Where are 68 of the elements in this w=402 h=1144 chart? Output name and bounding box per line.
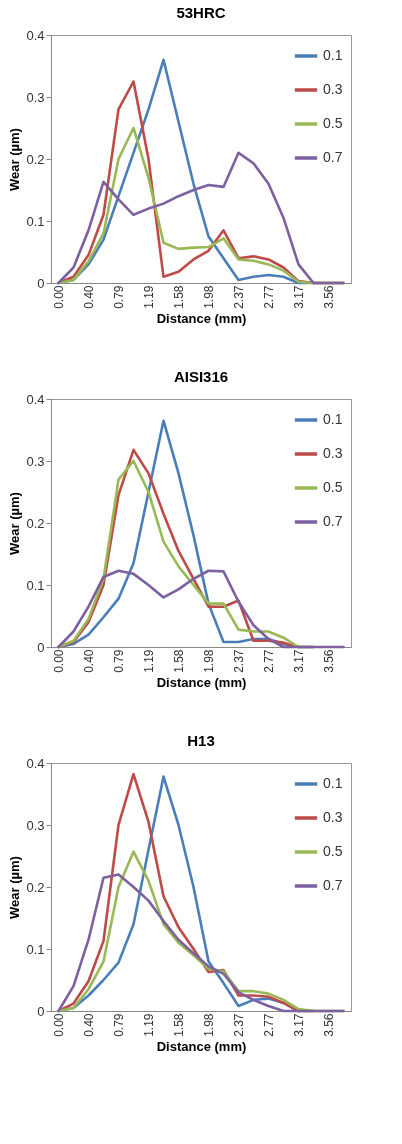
- x-tick-label: 1.19: [142, 285, 156, 309]
- line-series: [57, 151, 345, 285]
- legend-label: 0.7: [323, 513, 343, 529]
- y-axis-title: Wear (µm): [7, 128, 23, 191]
- x-tick-label: 2.37: [232, 1013, 246, 1037]
- x-tick-label: 0.40: [82, 285, 96, 309]
- legend-label: 0.5: [323, 479, 343, 495]
- x-tick-label: 2.37: [232, 285, 246, 309]
- y-tick-label: 0: [37, 275, 45, 291]
- y-axis-title: Wear (µm): [7, 856, 23, 919]
- y-tick-label: 0.4: [26, 27, 45, 43]
- x-tick-label: 1.19: [142, 1013, 156, 1037]
- legend-label: 0.7: [323, 877, 343, 893]
- legend-label: 0.1: [323, 47, 343, 63]
- x-tick-label: 2.77: [262, 649, 276, 673]
- legend-label: 0.1: [323, 775, 343, 791]
- x-tick-label: 2.37: [232, 649, 246, 673]
- x-tick-label: 0.79: [112, 1013, 126, 1037]
- x-tick-label: 0.00: [52, 1013, 66, 1037]
- legend-label: 0.3: [323, 809, 343, 825]
- y-tick-label: 0: [37, 1003, 45, 1019]
- y-tick-label: 0.2: [26, 515, 45, 531]
- x-tick-label: 3.56: [322, 1013, 336, 1037]
- x-tick-label: 3.56: [322, 285, 336, 309]
- x-tick-label: 3.17: [292, 1013, 306, 1037]
- y-tick-label: 0: [37, 639, 45, 655]
- x-tick-label: 1.58: [172, 649, 186, 673]
- x-tick-label: 1.98: [202, 649, 216, 673]
- y-tick-label: 0.1: [26, 941, 45, 957]
- y-tick-label: 0.1: [26, 213, 45, 229]
- x-tick-label: 2.77: [262, 1013, 276, 1037]
- x-tick-label: 0.79: [112, 285, 126, 309]
- y-tick-label: 0.2: [26, 151, 45, 167]
- x-tick-label: 1.58: [172, 1013, 186, 1037]
- legend-label: 0.3: [323, 445, 343, 461]
- x-tick-label: 0.00: [52, 649, 66, 673]
- x-tick-label: 1.19: [142, 649, 156, 673]
- x-tick-label: 2.77: [262, 285, 276, 309]
- y-tick-label: 0.4: [26, 391, 45, 407]
- x-tick-label: 3.17: [292, 285, 306, 309]
- chart-title: AISI316: [173, 368, 229, 385]
- legend-label: 0.3: [323, 81, 343, 97]
- x-tick-label: 1.98: [202, 1013, 216, 1037]
- x-tick-label: 3.17: [292, 649, 306, 673]
- chart-title: 53HRC: [176, 4, 226, 21]
- x-tick-label: 0.79: [112, 649, 126, 673]
- y-tick-label: 0.3: [26, 817, 45, 833]
- legend-label: 0.5: [323, 843, 343, 859]
- y-tick-label: 0.1: [26, 577, 45, 593]
- x-tick-label: 1.58: [172, 285, 186, 309]
- x-tick-label: 0.40: [82, 649, 96, 673]
- x-axis-title: Distance (mm): [156, 674, 247, 690]
- x-axis-title: Distance (mm): [156, 310, 247, 326]
- y-axis-title: Wear (µm): [7, 492, 23, 555]
- legend-label: 0.1: [323, 411, 343, 427]
- y-tick-label: 0.4: [26, 755, 45, 771]
- x-tick-label: 3.56: [322, 649, 336, 673]
- chart-title: H13: [187, 732, 215, 749]
- legend-label: 0.5: [323, 115, 343, 131]
- legend-label: 0.7: [323, 149, 343, 165]
- x-tick-label: 1.98: [202, 285, 216, 309]
- x-tick-label: 0.00: [52, 285, 66, 309]
- y-tick-label: 0.3: [26, 89, 45, 105]
- x-tick-label: 0.40: [82, 1013, 96, 1037]
- y-tick-label: 0.3: [26, 453, 45, 469]
- y-tick-label: 0.2: [26, 879, 45, 895]
- line-series: [57, 569, 345, 649]
- x-axis-title: Distance (mm): [156, 1038, 247, 1054]
